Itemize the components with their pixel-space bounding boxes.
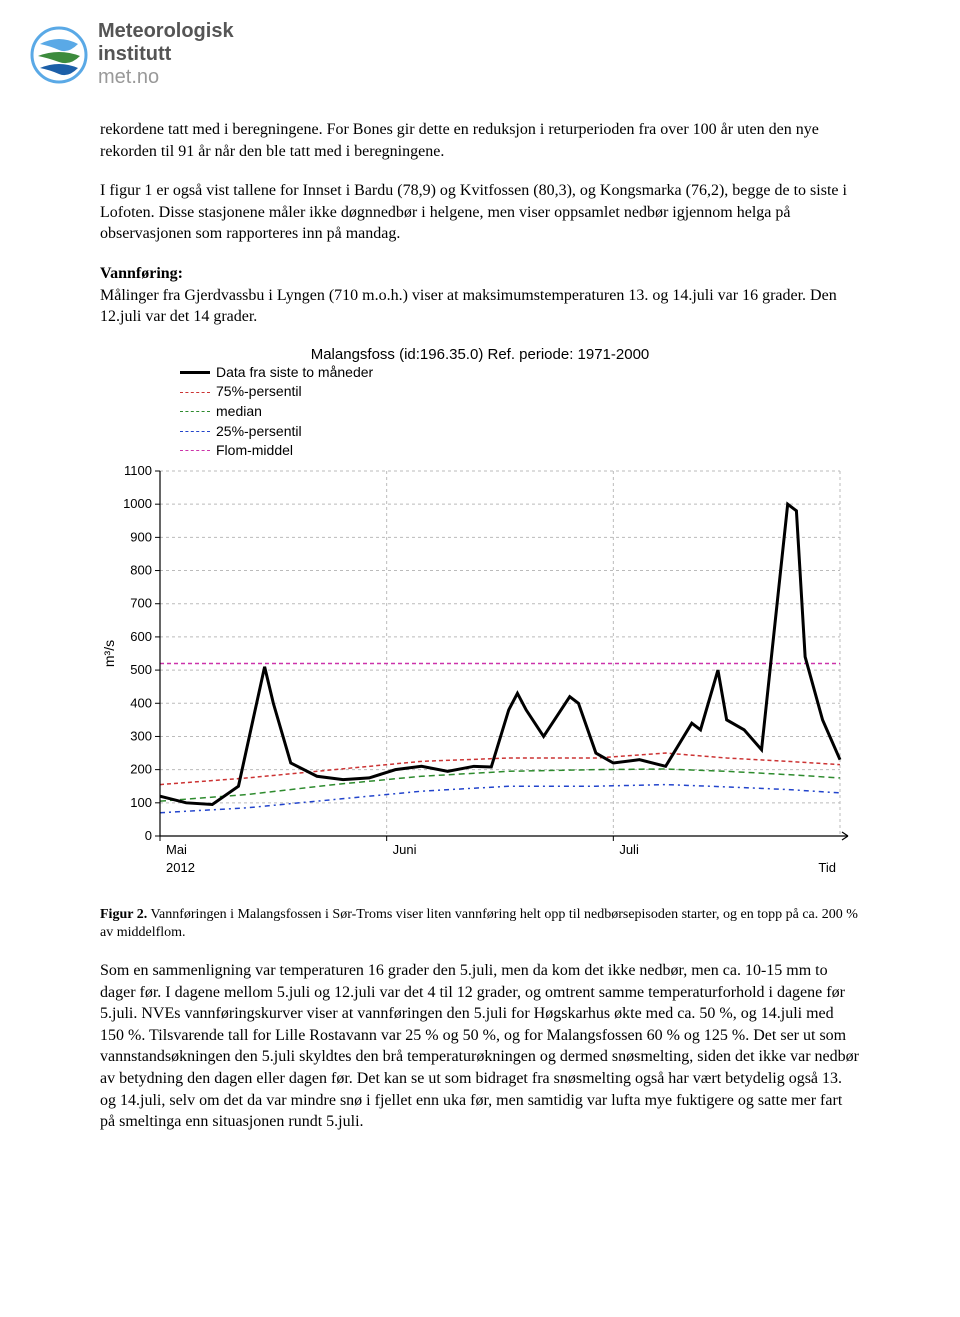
svg-text:1000: 1000 — [123, 496, 152, 511]
legend-item: Flom-middel — [180, 441, 860, 461]
figure-caption: Figur 2. Vannføringen i Malangsfossen i … — [100, 906, 860, 942]
legend-item: 25%-persentil — [180, 422, 860, 442]
svg-text:0: 0 — [145, 828, 152, 843]
svg-text:800: 800 — [130, 562, 152, 577]
paragraph-1: rekordene tatt med i beregningene. For B… — [100, 119, 860, 162]
legend-swatch — [180, 431, 210, 432]
legend-label: 75%-persentil — [216, 382, 302, 402]
svg-text:600: 600 — [130, 629, 152, 644]
svg-text:300: 300 — [130, 728, 152, 743]
logo-text-line3: met.no — [98, 66, 234, 89]
svg-text:Mai: Mai — [166, 842, 187, 857]
legend-item: Data fra siste to måneder — [180, 363, 860, 383]
line-chart: 0 100 200 300 400 500 600 700 800 900 1000 1100 m³/s… — [100, 461, 860, 891]
legend-label: 25%-persentil — [216, 422, 302, 442]
paragraph-4: Som en sammenligning var temperaturen 16… — [100, 960, 860, 1133]
logo-text-line2: institutt — [98, 43, 234, 66]
legend-item: median — [180, 402, 860, 422]
legend-swatch — [180, 371, 210, 374]
svg-text:200: 200 — [130, 761, 152, 776]
svg-text:700: 700 — [130, 595, 152, 610]
vannforing-heading: Vannføring: — [100, 265, 183, 282]
svg-text:100: 100 — [130, 795, 152, 810]
legend-swatch — [180, 411, 210, 412]
institute-logo-icon — [30, 26, 88, 84]
svg-text:1100: 1100 — [124, 463, 152, 478]
chart-legend: Data fra siste to måneder75%-persentilme… — [180, 363, 860, 461]
legend-swatch — [180, 392, 210, 393]
chart-figure: Malangsfoss (id:196.35.0) Ref. periode: … — [100, 346, 860, 896]
logo-text-line1: Meteorologisk — [98, 20, 234, 43]
legend-label: Flom-middel — [216, 441, 293, 461]
legend-swatch — [180, 450, 210, 451]
svg-text:Tid: Tid — [818, 860, 836, 875]
figure-label: Figur 2. — [100, 907, 147, 922]
vannforing-body: Målinger fra Gjerdvassbu i Lyngen (710 m… — [100, 287, 837, 326]
legend-item: 75%-persentil — [180, 382, 860, 402]
svg-text:2012: 2012 — [166, 860, 195, 875]
svg-text:Juni: Juni — [393, 842, 417, 857]
paragraph-2: I figur 1 er også vist tallene for Innse… — [100, 180, 860, 245]
svg-text:900: 900 — [130, 529, 152, 544]
legend-label: median — [216, 402, 262, 422]
legend-label: Data fra siste to måneder — [216, 363, 373, 383]
paragraph-3: Vannføring: Målinger fra Gjerdvassbu i L… — [100, 263, 860, 328]
logo-block: Meteorologisk institutt met.no — [30, 20, 860, 89]
chart-title: Malangsfoss (id:196.35.0) Ref. periode: … — [100, 346, 860, 363]
svg-text:500: 500 — [130, 662, 152, 677]
svg-text:m³/s: m³/s — [101, 640, 117, 667]
svg-text:400: 400 — [130, 695, 152, 710]
figure-caption-text: Vannføringen i Malangsfossen i Sør-Troms… — [100, 907, 858, 940]
svg-text:Juli: Juli — [619, 842, 639, 857]
